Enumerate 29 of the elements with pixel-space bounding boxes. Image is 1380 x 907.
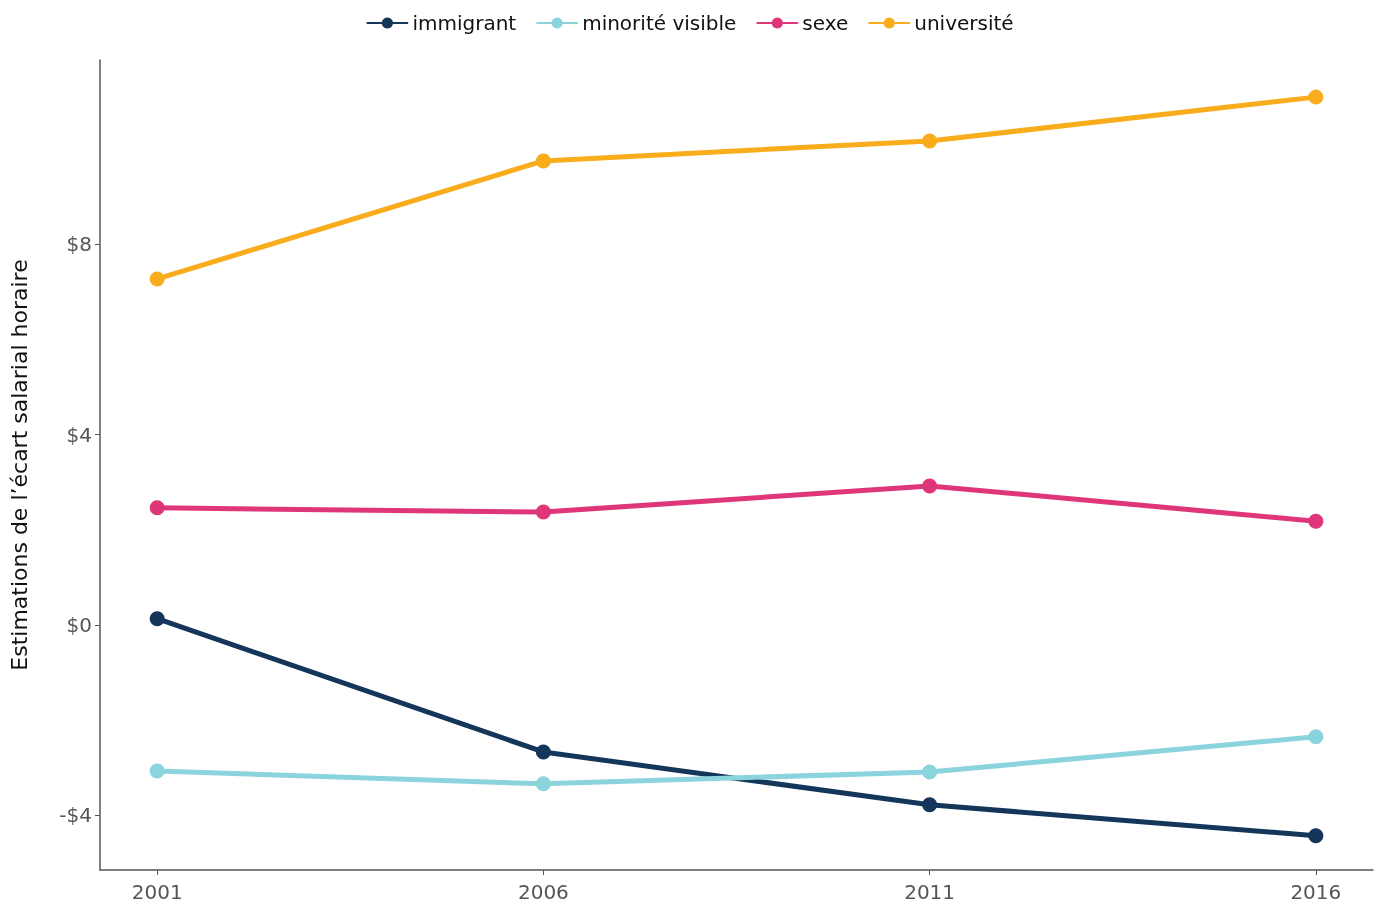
legend-label: université <box>914 11 1014 35</box>
x-tick-label: 2006 <box>517 880 569 904</box>
x-tick-label: 2011 <box>904 880 956 904</box>
point <box>922 797 938 813</box>
point <box>1308 89 1324 105</box>
y-tick-label: $4 <box>66 422 92 447</box>
point <box>1308 513 1324 529</box>
y-tick-label: -$4 <box>59 803 92 828</box>
point <box>1308 828 1324 844</box>
point <box>149 271 165 287</box>
point <box>922 478 938 494</box>
legend-label: sexe <box>802 11 849 35</box>
point <box>535 744 551 760</box>
point <box>922 133 938 149</box>
point <box>149 500 165 516</box>
point <box>535 153 551 169</box>
y-axis-title: Estimations de l’écart salarial horaire <box>6 259 32 671</box>
y-tick-label: $8 <box>66 232 92 257</box>
point <box>922 764 938 780</box>
point <box>149 611 165 627</box>
x-tick-label: 2016 <box>1290 880 1342 904</box>
legend-label: immigrant <box>412 11 517 35</box>
y-tick-label: $0 <box>66 612 92 637</box>
x-tick-label: 2001 <box>131 880 183 904</box>
legend-label: minorité visible <box>582 11 737 35</box>
point <box>149 763 165 779</box>
point <box>535 504 551 520</box>
point <box>535 776 551 792</box>
point <box>1308 729 1324 745</box>
